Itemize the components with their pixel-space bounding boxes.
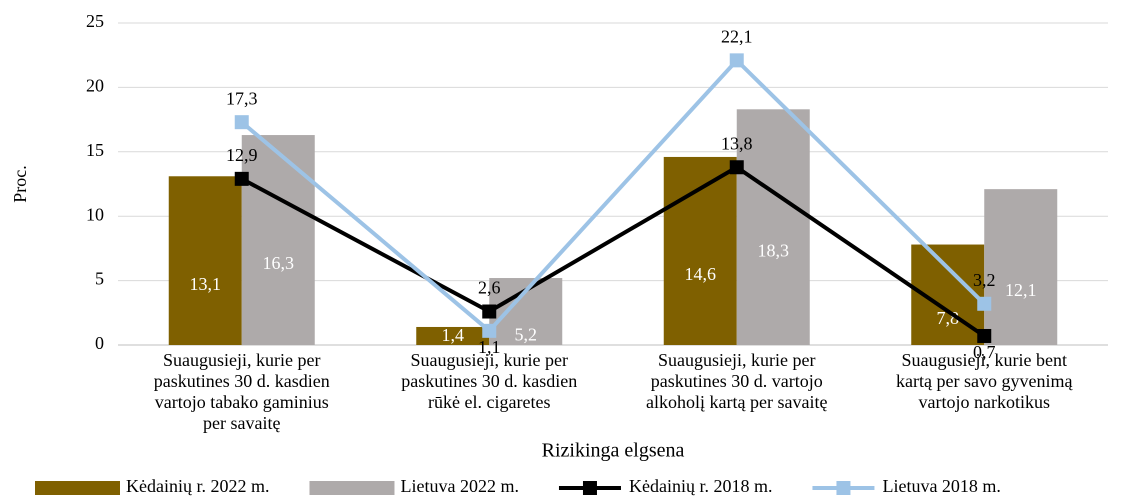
x-tick-label: rūkė el. cigaretes <box>428 392 550 412</box>
legend-label: Kėdainių r. 2018 m. <box>629 476 772 496</box>
legend-label: Kėdainių r. 2022 m. <box>126 476 269 496</box>
bar <box>241 135 315 345</box>
legend-marker <box>582 481 597 495</box>
line <box>240 57 986 334</box>
legend-swatch <box>35 481 120 495</box>
bar-value-label: 5,2 <box>515 325 538 345</box>
line-value-label: 22,1 <box>721 26 753 46</box>
bar-value-label: 14,6 <box>685 264 717 284</box>
line-value-label: 1,1 <box>478 337 501 357</box>
y-tick-label: 15 <box>86 140 104 160</box>
line-marker <box>729 53 744 68</box>
bar-value-label: 1,4 <box>442 325 465 345</box>
bar-value-label: 18,3 <box>758 240 790 260</box>
x-tick-label: Suaugusieji, kurie per <box>411 350 568 370</box>
bar-value-label: 13,1 <box>190 274 222 294</box>
x-tick-label: Suaugusieji, kurie per <box>658 350 815 370</box>
y-tick-label: 10 <box>86 204 104 224</box>
line-marker <box>482 323 497 338</box>
x-axis-label: Rizikinga elgsena <box>542 440 685 462</box>
line-value-label: 2,6 <box>478 278 501 298</box>
bar <box>416 326 490 345</box>
line-marker <box>234 171 249 186</box>
bar <box>663 156 737 345</box>
bar <box>168 176 242 345</box>
line-value-label: 3,2 <box>973 270 996 290</box>
line-value-label: 12,9 <box>226 145 258 165</box>
line-value-label: 17,3 <box>226 88 258 108</box>
line-value-label: 0,7 <box>973 342 996 362</box>
x-tick-label: Suaugusieji, kurie per <box>163 350 320 370</box>
x-tick-label: Suaugusieji, kurie bent <box>902 350 1067 370</box>
x-tick-label: per savaitę <box>203 413 280 433</box>
bar-value-label: 12,1 <box>1005 280 1037 300</box>
x-tick-label: alkoholį kartą per savaitę <box>646 392 827 412</box>
x-tick-label: vartojo narkotikus <box>919 392 1050 412</box>
y-tick-label: 20 <box>86 76 104 96</box>
legend-label: Lietuva 2022 m. <box>400 476 518 496</box>
x-tick-label: kartą per savo gyvenimą <box>896 371 1073 391</box>
line-marker <box>729 160 744 175</box>
y-tick-label: 5 <box>95 269 104 289</box>
x-tick-label: paskutines 30 d. kasdien <box>154 371 330 391</box>
legend-swatch <box>309 481 395 495</box>
bar <box>984 189 1058 345</box>
line-marker <box>977 296 992 311</box>
x-tick-label: paskutines 30 d. vartojo <box>651 371 823 391</box>
line <box>240 164 986 338</box>
x-tick-label: paskutines 30 d. kasdien <box>401 371 577 391</box>
line-marker <box>234 115 249 130</box>
line-value-label: 13,8 <box>721 133 753 153</box>
bar-value-label: 16,3 <box>263 253 295 273</box>
y-axis-label: Proc. <box>10 165 30 203</box>
x-tick-label: vartojo tabako gaminius <box>155 392 329 412</box>
bar <box>736 109 810 346</box>
legend-label: Lietuva 2018 m. <box>882 476 1000 496</box>
y-tick-label: 0 <box>95 333 104 353</box>
line-marker <box>482 304 497 319</box>
legend-marker <box>836 481 851 495</box>
y-tick-label: 25 <box>86 11 104 31</box>
line-marker <box>977 328 992 343</box>
